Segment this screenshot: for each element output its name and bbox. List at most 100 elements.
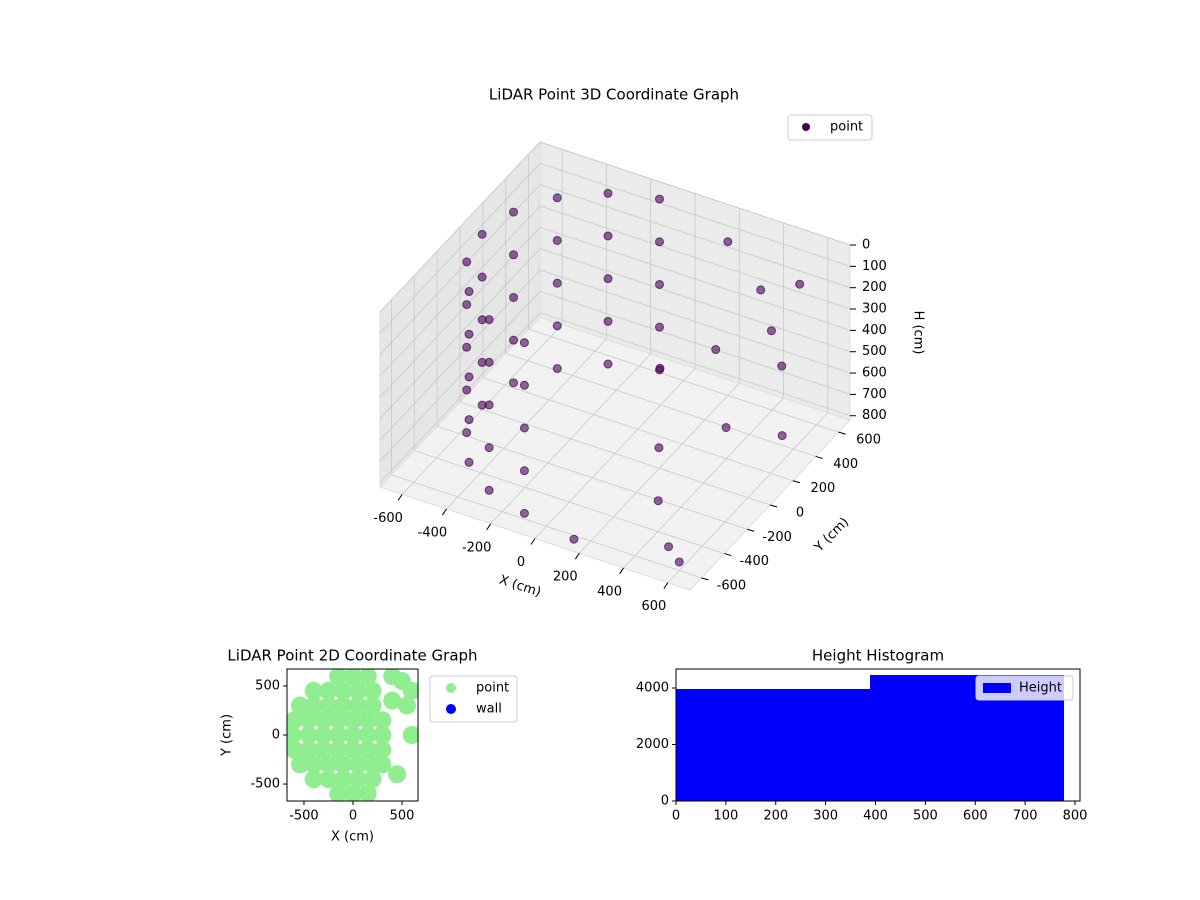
tick-mark: [747, 528, 755, 532]
x-tick-label: 0: [672, 809, 680, 824]
point: [462, 428, 472, 438]
grid-line: [539, 312, 851, 417]
z-tick-label: 200: [862, 280, 887, 295]
point: [477, 272, 487, 282]
point: [314, 726, 333, 744]
x-tick-label: 500: [913, 809, 938, 824]
z-tick-label: 100: [862, 259, 887, 274]
point: [304, 681, 323, 700]
point: [664, 542, 674, 552]
grid-line: [539, 291, 851, 395]
point: [552, 321, 562, 331]
point: [314, 711, 333, 730]
point: [477, 357, 487, 367]
point: [343, 711, 362, 730]
point: [363, 770, 382, 789]
z-tick-label: 500: [862, 344, 887, 359]
z-tick-label: 800: [862, 408, 887, 423]
point: [358, 711, 377, 730]
point: [402, 681, 418, 700]
legend-marker: [446, 683, 456, 693]
point: [334, 696, 353, 715]
point: [464, 372, 474, 382]
point: [358, 740, 377, 759]
x-tick-label: 600: [963, 809, 988, 824]
point: [319, 755, 338, 774]
tick-mark: [815, 455, 823, 459]
x-tick-label: 700: [1013, 809, 1038, 824]
point: [519, 508, 529, 518]
legend-box: [975, 675, 1074, 701]
point: [402, 726, 418, 744]
z-tick-label: 600: [862, 366, 887, 381]
tick-mark: [397, 494, 403, 501]
y-tick-label: 500: [255, 678, 280, 693]
point: [343, 784, 362, 801]
point: [304, 696, 323, 715]
point: [519, 423, 529, 433]
grid-line: [459, 401, 771, 506]
x-tick-label: 200: [553, 570, 578, 585]
point: [329, 726, 348, 744]
y-tick-label: 4000: [636, 681, 669, 696]
point: [464, 415, 474, 425]
x-tick-label: -400: [418, 526, 448, 541]
point: [777, 431, 787, 441]
x-axis-label: X (cm): [331, 830, 374, 845]
point: [348, 755, 367, 774]
point: [484, 443, 494, 453]
point: [509, 207, 519, 217]
point: [397, 696, 416, 715]
x-tick-label: 800: [1063, 809, 1088, 824]
point: [299, 711, 318, 730]
point: [655, 322, 665, 332]
point: [655, 237, 665, 247]
grid-line: [539, 162, 851, 267]
y-axis-label: Y (cm): [220, 714, 235, 757]
legend-label: point: [476, 681, 509, 696]
legend-label: wall: [476, 702, 502, 717]
point: [509, 250, 519, 260]
point: [552, 278, 562, 288]
x-axis-label: X (cm): [497, 573, 543, 601]
point: [291, 696, 310, 715]
x-tick-label: 500: [390, 809, 415, 824]
z-axis-label: H (cm): [911, 311, 926, 355]
x-tick-label: 0: [517, 555, 525, 570]
point: [655, 363, 665, 373]
point: [519, 338, 529, 348]
legend-label: point: [830, 120, 863, 135]
legend-box: [787, 114, 873, 141]
point: [756, 285, 766, 295]
x-tick-label: 600: [641, 599, 666, 614]
y-tick-label: -400: [740, 554, 770, 569]
tick-mark: [530, 538, 536, 545]
y-tick-label: 400: [833, 457, 858, 472]
point: [519, 466, 529, 476]
point: [329, 669, 348, 686]
x-tick-label: 400: [597, 584, 622, 599]
point: [603, 188, 613, 198]
bar: [676, 688, 871, 801]
grid-line: [379, 163, 541, 334]
point: [655, 194, 665, 204]
point: [477, 400, 487, 410]
point: [334, 681, 353, 700]
point: [373, 755, 392, 774]
point: [319, 696, 338, 715]
point: [334, 770, 353, 789]
y-tick-label: 0: [272, 728, 280, 743]
point: [363, 681, 382, 700]
point: [655, 279, 665, 289]
y-tick-label: 0: [796, 506, 804, 521]
point: [462, 342, 472, 352]
point: [348, 770, 367, 789]
z-tick-label: 700: [862, 387, 887, 402]
point: [319, 770, 338, 789]
point: [287, 711, 304, 730]
point: [464, 287, 474, 297]
tick-mark: [442, 508, 447, 516]
z-tick-label: 300: [862, 302, 887, 317]
